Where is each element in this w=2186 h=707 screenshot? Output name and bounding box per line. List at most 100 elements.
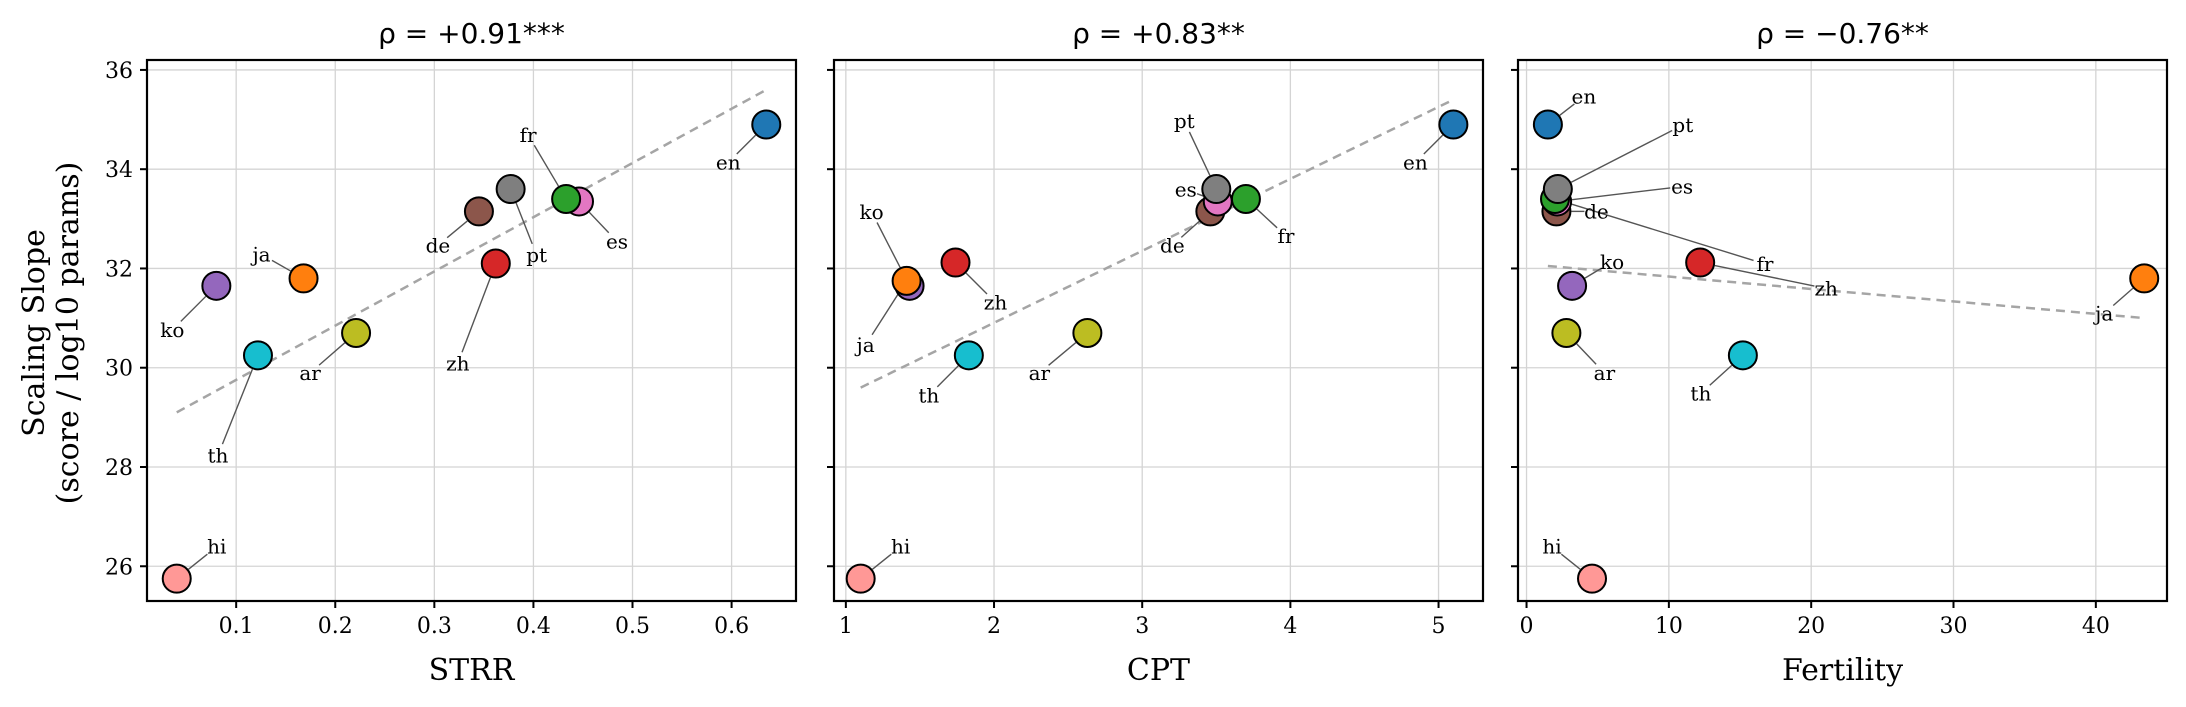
point-label-pt: pt: [526, 243, 547, 267]
point-label-ko: ko: [160, 318, 184, 342]
leader-line-hi: [188, 553, 208, 570]
y-tick-label-2: 30: [105, 357, 133, 382]
leader-line-pt: [1188, 131, 1211, 176]
trend-line: [860, 98, 1454, 389]
leader-line-fr: [1256, 208, 1278, 229]
point-label-ko: ko: [859, 200, 883, 224]
point-ja: [288, 263, 319, 294]
point-label-en: en: [1572, 85, 1597, 109]
leader-line-th: [1709, 364, 1733, 386]
y-tick-label-5: 36: [105, 59, 133, 84]
leader-line-zh: [965, 272, 988, 295]
x-tick-label-2: 0.3: [417, 614, 452, 639]
point-label-ja: ja: [855, 333, 875, 357]
point-fr: [551, 183, 582, 214]
point-label-de: de: [426, 233, 451, 257]
point-en: [1438, 109, 1469, 140]
point-label-fr: fr: [520, 123, 537, 147]
plot-frame: [145, 58, 798, 603]
leader-line-es: [1196, 193, 1204, 197]
leader-line-ko: [1584, 267, 1603, 279]
y-axis-label-line2: (score / log10 params): [51, 162, 86, 505]
x-tick-label-5: 0.6: [714, 614, 749, 639]
leader-line-fr: [533, 144, 560, 187]
leader-line-ja: [2112, 287, 2134, 307]
point-label-en: en: [1403, 151, 1428, 175]
point-label-en: en: [716, 151, 741, 175]
x-axis-label: Fertility: [1782, 653, 1903, 688]
point-label-es: es: [1671, 174, 1693, 198]
leader-line-en: [1559, 103, 1575, 116]
chart-panels: 0.1 0.2 0.3 0.4 0.5 0.6262830323436enjafrzhko…: [105, 17, 2169, 688]
point-label-ar: ar: [299, 361, 321, 385]
point-zh: [940, 247, 971, 278]
leader-line-es: [588, 211, 610, 234]
point-label-zh: zh: [984, 291, 1008, 315]
leader-line-ar: [1576, 343, 1597, 365]
y-tick-label-0: 26: [105, 555, 133, 580]
point-label-ja: ja: [250, 242, 270, 266]
point-zh: [480, 248, 511, 279]
point-fr: [1230, 183, 1261, 214]
leader-line-hi: [871, 553, 892, 570]
x-tick-label-3: 4: [1283, 614, 1297, 639]
plot-frame: [832, 58, 1485, 603]
point-de: [463, 196, 494, 227]
x-tick-label-0: 0.1: [219, 614, 254, 639]
leader-line-th: [936, 365, 959, 388]
point-ar: [1551, 317, 1582, 348]
point-label-ar: ar: [1594, 361, 1616, 385]
panel-3: 0 10 20 30 40 en ja fr zh ko de es pt ar th hi ρ = −0.76…: [1511, 17, 2169, 688]
panel-2: 1 2 3 4 5 en ja fr zh ko de es pt ar th hi ρ = +0.83** CP…: [827, 17, 1485, 688]
x-tick-label-4: 0.5: [615, 614, 650, 639]
point-label-es: es: [606, 229, 628, 253]
leader-line-zh: [461, 277, 492, 353]
leader-line-ja: [871, 293, 900, 336]
panel-title: ρ = +0.91***: [378, 17, 565, 50]
point-ja: [2129, 263, 2160, 294]
x-tick-label-3: 0.4: [516, 614, 551, 639]
trend-line: [1547, 264, 2145, 320]
leader-line-ko: [180, 295, 207, 322]
leader-line-es: [1571, 187, 1671, 201]
point-pt: [1542, 174, 1573, 205]
x-tick-label-2: 3: [1135, 614, 1149, 639]
x-tick-label-4: 5: [1432, 614, 1446, 639]
leader-line-ko: [876, 222, 904, 273]
x-tick-label-0: 1: [839, 614, 853, 639]
plot-frame: [1516, 58, 2169, 603]
x-axis-label: STRR: [429, 653, 516, 688]
point-ja: [891, 265, 922, 296]
leader-line-de: [1180, 220, 1200, 238]
point-ko: [1557, 270, 1588, 301]
y-tick-label-1: 28: [105, 456, 133, 481]
leader-line-ar: [318, 342, 346, 366]
point-label-es: es: [1175, 177, 1197, 201]
x-tick-label-4: 40: [2082, 614, 2110, 639]
leader-line-en: [736, 134, 757, 155]
x-tick-label-3: 30: [1940, 614, 1968, 639]
point-ar: [341, 317, 372, 348]
panel-1: 0.1 0.2 0.3 0.4 0.5 0.6 26 28 30 32 34 36 en ja fr zh ko…: [105, 17, 798, 688]
point-hi: [161, 563, 192, 594]
point-label-hi: hi: [207, 535, 226, 559]
point-label-de: de: [1160, 233, 1185, 257]
leader-line-pt: [515, 202, 533, 245]
point-label-zh: zh: [1814, 277, 1838, 301]
x-tick-label-2: 20: [1797, 614, 1825, 639]
y-tick-label-4: 34: [105, 158, 133, 183]
point-label-hi: hi: [1542, 535, 1561, 559]
point-label-pt: pt: [1174, 109, 1195, 133]
x-tick-label-1: 2: [987, 614, 1001, 639]
point-en: [751, 109, 782, 140]
leader-line-pt: [1570, 129, 1673, 183]
x-tick-label-0: 0: [1520, 614, 1534, 639]
point-ar: [1072, 317, 1103, 348]
point-label-ja: ja: [2093, 301, 2113, 325]
point-zh: [1685, 247, 1716, 278]
point-hi: [1577, 563, 1608, 594]
leader-line-th: [221, 368, 254, 445]
point-label-th: th: [918, 383, 939, 407]
point-label-ko: ko: [1600, 250, 1624, 274]
